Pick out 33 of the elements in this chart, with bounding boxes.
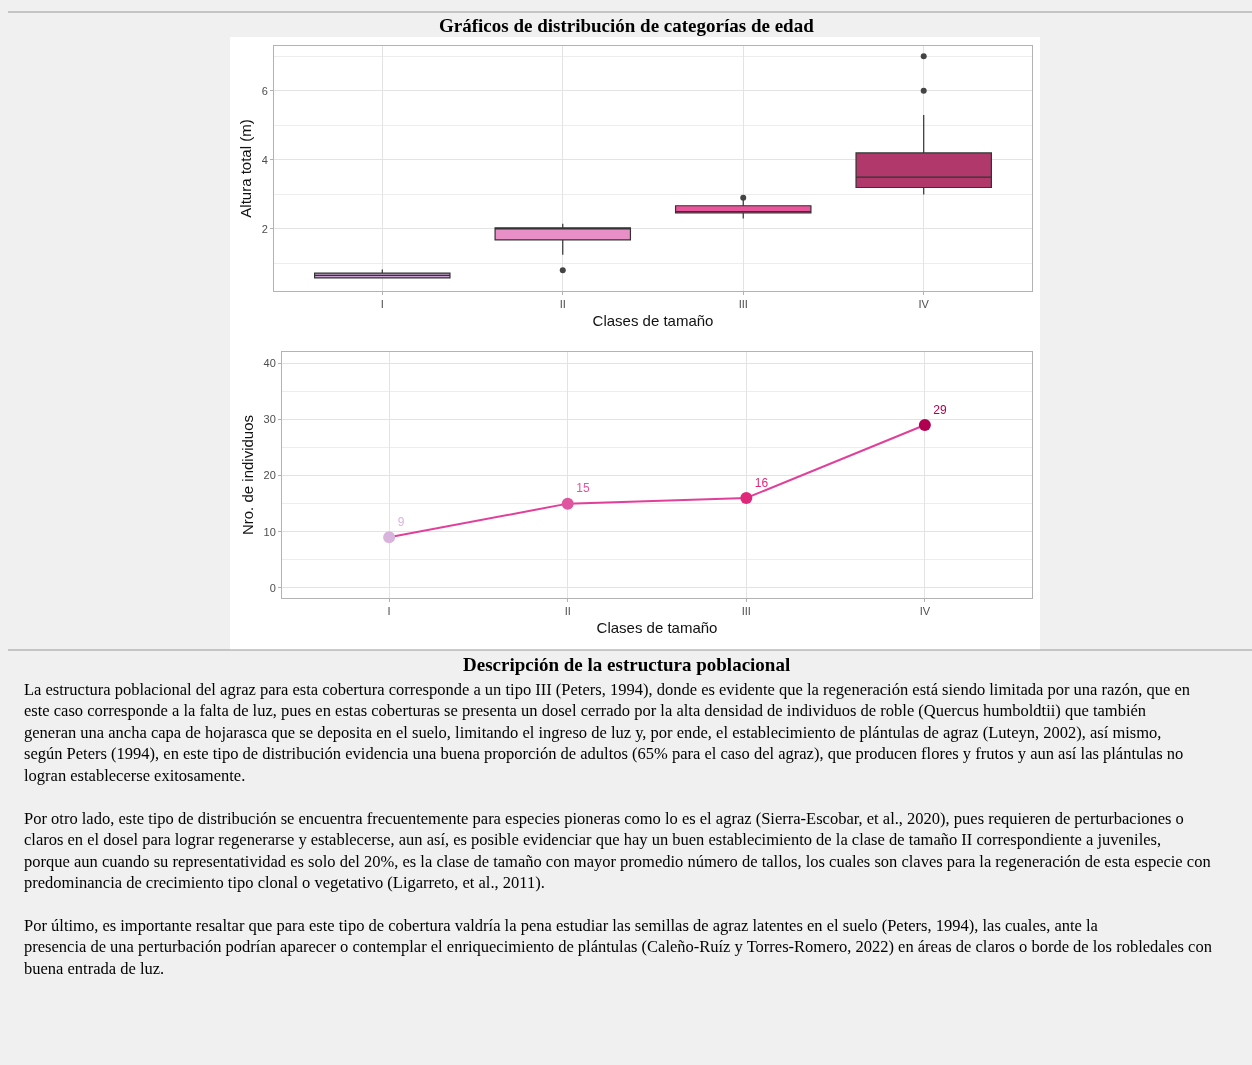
x-axis-title: Clases de tamaño — [592, 312, 714, 330]
y-tick-label: 6 — [261, 84, 268, 97]
y-axis-title: Altura total (m) — [236, 119, 254, 218]
y-tick-label: 4 — [261, 153, 268, 166]
x-tick-label: I — [380, 298, 384, 311]
text: Por último, es importante resaltar que para este tipo de cobertura valdría la pena estudiar las semillas de agraz latentes en el suelo (Peters, 1994), las cuales, ante la presencia de una perturbación podrían aparecer o contemplar el enriquecimiento de plántulas (Caleño-Ruíz y Torres-Romero, 2022) en áreas de claros o borde de los robledales con buena entrada de luz. — [24, 915, 1212, 978]
x-tick-label: IV — [919, 605, 931, 618]
text: Descripción de la estructura poblacional — [463, 654, 791, 675]
x-tick-label: III — [741, 605, 751, 618]
x-tick-label: III — [738, 298, 748, 311]
y-tick-label: 30 — [263, 413, 276, 426]
data-label: 16 — [754, 475, 769, 490]
y-tick-label: 2 — [261, 222, 268, 235]
data-label: 9 — [397, 514, 405, 529]
x-axis-title: Clases de tamaño — [596, 619, 718, 637]
chart-title: Gráficos de distribución de categorías de edad — [439, 15, 815, 36]
point — [740, 492, 753, 505]
x-tick-label: II — [564, 605, 571, 618]
data-label: 15 — [576, 481, 590, 496]
text: La estructura poblacional del agraz para esta cobertura corresponde a un tipo III (Peters, 1994), donde es evidente que la regeneración está siendo limitada por una razón, que en este caso corresponde a la falta de luz, pues en estas coberturas se presenta un dosel cerrado por la alta densidad de individuos de roble (Quercus humboldtii) que también generan una ancha capa de hojarasca que se deposita en el suelo, limitando el ingreso de luz y, por ende, el establecimiento de plántulas de agraz (Luteyn, 2002), así mismo, según Peters (1994), en este tipo de distribución evidencia una buena proporción de adultos (65% para el caso del agraz), que producen flores y frutos y aun así las plántulas no logran establecerse exitosamente. — [24, 680, 1190, 785]
y-axis-title: Nro. de individuos — [238, 414, 256, 536]
data-label: 29 — [933, 402, 948, 417]
x-tick-label: I — [387, 605, 391, 618]
y-tick-label: 10 — [263, 525, 276, 538]
point — [918, 419, 931, 431]
y-tick-label: 40 — [263, 357, 276, 370]
x-tick-label: IV — [918, 298, 930, 311]
y-tick-label: 20 — [263, 469, 276, 482]
point — [561, 497, 574, 510]
y-tick-label: 0 — [269, 581, 276, 594]
x-tick-label: II — [559, 298, 566, 311]
text: Por otro lado, este tipo de distribución se encuentra frecuentemente para especies pioneras como lo es el agraz (Sierra-Escobar, et al., 2020), pues requieren de perturbaciones o claros en el dosel para lograr regenerarse y establecerse, aun así, es posible evidenciar que hay un buen establecimiento de la clase de tamaño II correspondiente a juveniles, porque aun cuando su representatividad es solo del 20%, es la clase de tamaño con mayor promedio número de tallos, los cuales son claves para la regeneración de esta especie con predominancia de crecimiento tipo clonal o vegetativo (Ligarreto, et al., 2011). — [24, 808, 1211, 893]
point — [383, 531, 396, 544]
